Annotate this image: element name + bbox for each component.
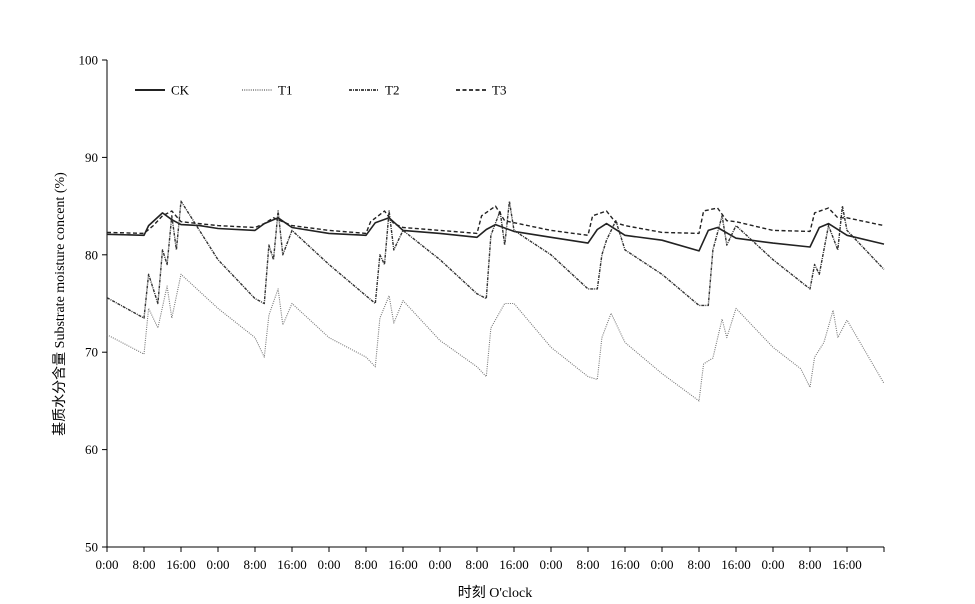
x-tick-label: 8:00 xyxy=(243,557,266,572)
x-tick-label: 0:00 xyxy=(650,557,673,572)
legend-label-t3: T3 xyxy=(492,83,506,98)
y-tick-label: 70 xyxy=(85,345,98,360)
x-tick-label: 8:00 xyxy=(798,557,821,572)
x-tick-label: 0:00 xyxy=(317,557,340,572)
y-tick-label: 90 xyxy=(85,150,98,165)
x-tick-label: 0:00 xyxy=(206,557,229,572)
legend-label-t2: T2 xyxy=(385,83,399,98)
y-tick-label: 80 xyxy=(85,247,98,262)
x-tick-label: 0:00 xyxy=(539,557,562,572)
x-tick-label: 0:00 xyxy=(761,557,784,572)
x-tick-label: 8:00 xyxy=(687,557,710,572)
series-layer xyxy=(106,200,885,402)
series-line-t1 xyxy=(106,273,885,402)
y-tick-label: 60 xyxy=(85,442,98,457)
x-tick-label: 16:00 xyxy=(388,557,418,572)
x-tick-label: 16:00 xyxy=(499,557,529,572)
series-line-ck xyxy=(106,212,885,252)
x-tick-label: 16:00 xyxy=(277,557,307,572)
legend-label-t1: T1 xyxy=(278,83,292,98)
x-tick-label: 8:00 xyxy=(465,557,488,572)
x-tick-label: 0:00 xyxy=(428,557,451,572)
x-tick-label: 16:00 xyxy=(721,557,751,572)
x-tick-label: 8:00 xyxy=(354,557,377,572)
y-tick-label: 100 xyxy=(79,53,99,68)
series-line-t3 xyxy=(106,205,885,236)
x-axis-title: 时刻 O'clock xyxy=(458,585,532,601)
y-tick-label: 50 xyxy=(85,540,98,555)
x-tick-label: 8:00 xyxy=(576,557,599,572)
x-ticks: 0:00 8:00 16:00 0:00 8:00 16:00 0:00 8:00 16:00 0… xyxy=(95,547,885,572)
x-tick-label: 8:00 xyxy=(132,557,155,572)
x-tick-label: 16:00 xyxy=(166,557,196,572)
x-tick-label: 0:00 xyxy=(95,557,118,572)
series-line-t2 xyxy=(106,200,885,319)
legend-label-ck: CK xyxy=(171,83,190,98)
y-ticks: 50 60 70 80 90 100 xyxy=(79,53,107,555)
legend: CK T1 T2 T3 xyxy=(135,83,506,98)
y-axis-title: 基质水分含量 Substrate moisture concent (%) xyxy=(51,172,68,436)
axes xyxy=(106,60,884,548)
x-tick-label: 16:00 xyxy=(610,557,640,572)
x-tick-label: 16:00 xyxy=(832,557,862,572)
